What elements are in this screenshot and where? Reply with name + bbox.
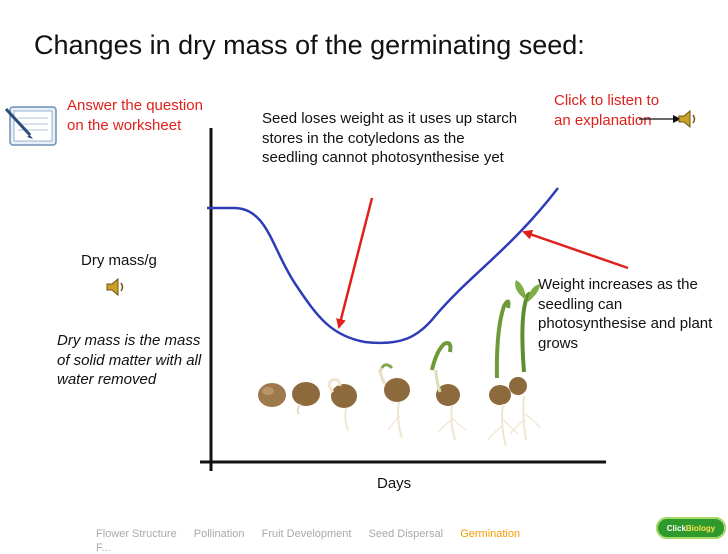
seed-stage-6 bbox=[487, 299, 519, 447]
clickbiology-logo[interactable]: Click Biology bbox=[656, 517, 726, 539]
seed-stage-2 bbox=[292, 382, 320, 415]
seed-stage-5 bbox=[430, 341, 467, 441]
logo-part2: Biology bbox=[685, 523, 716, 533]
gain-arrow bbox=[522, 229, 629, 270]
nav-flower-structure[interactable]: Flower Structure bbox=[96, 528, 177, 540]
seed-stage-3 bbox=[327, 378, 357, 431]
dry-mass-curve bbox=[207, 187, 559, 345]
seed-stage-1 bbox=[258, 383, 286, 407]
loss-arrow bbox=[336, 197, 374, 329]
page-title: Changes in dry mass of the germinating s… bbox=[34, 30, 585, 60]
nav-germination[interactable]: Germination bbox=[460, 528, 521, 540]
listen-prompt: Click to listen to an explanation bbox=[554, 92, 660, 129]
logo-part1: Click bbox=[666, 523, 686, 533]
dry-mass-definition: Dry mass is the mass of solid matter wit… bbox=[57, 332, 202, 388]
weight-loss-annotation: Seed loses weight as it uses up starch s… bbox=[262, 110, 518, 166]
nav-seed-dispersal[interactable]: Seed Dispersal bbox=[368, 528, 444, 540]
worksheet-icon[interactable] bbox=[2, 101, 60, 151]
seed-stage-7 bbox=[509, 280, 541, 441]
nav-overflow: F... bbox=[96, 542, 111, 554]
speaker-icon[interactable] bbox=[676, 107, 700, 131]
x-axis-label: Days bbox=[377, 475, 412, 492]
footer-nav: Flower Structure Pollination Fruit Devel… bbox=[96, 528, 534, 554]
nav-fruit-development[interactable]: Fruit Development bbox=[261, 528, 352, 540]
nav-pollination[interactable]: Pollination bbox=[193, 528, 245, 540]
seedling-stage-images bbox=[258, 280, 541, 447]
y-axis-label: Dry mass/g bbox=[81, 252, 157, 269]
worksheet-prompt: Answer the question on the worksheet bbox=[67, 97, 203, 134]
speaker-icon[interactable] bbox=[104, 275, 128, 299]
weight-gain-annotation: Weight increases as the seedling can pho… bbox=[538, 276, 713, 352]
seed-stage-4 bbox=[378, 363, 410, 439]
